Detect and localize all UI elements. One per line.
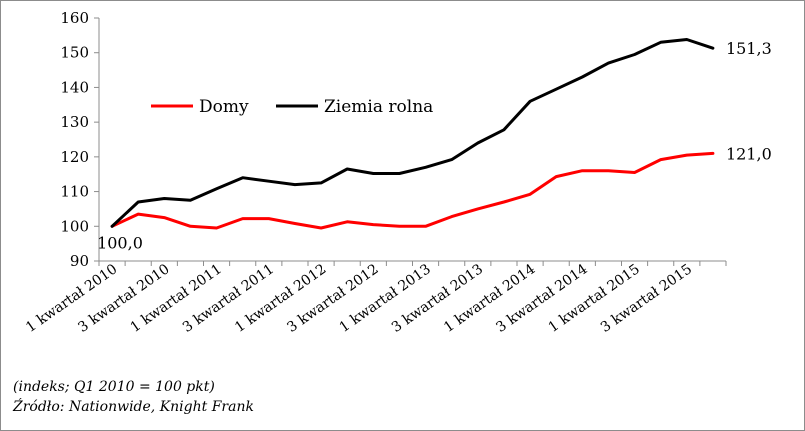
source-note: Źródło: Nationwide, Knight Frank xyxy=(13,399,254,415)
y-tick-label: 110 xyxy=(60,183,89,201)
x-tick-label: 3 kwartał 2010 xyxy=(75,261,172,336)
x-tick-label: 1 kwartał 2014 xyxy=(441,261,538,336)
x-tick-label: 1 kwartał 2010 xyxy=(23,261,120,336)
y-tick-label: 90 xyxy=(70,252,89,270)
x-tick-label: 3 kwartał 2012 xyxy=(284,261,381,336)
legend-label: Domy xyxy=(199,97,249,117)
x-tick-label: 3 kwartał 2014 xyxy=(493,261,590,336)
x-tick-label: 1 kwartał 2012 xyxy=(232,261,329,336)
x-tick-label: 3 kwartał 2015 xyxy=(598,261,695,336)
y-tick-label: 130 xyxy=(60,113,89,131)
legend-label: Ziemia rolna xyxy=(324,97,433,117)
y-tick-label: 140 xyxy=(60,78,89,96)
unit-note: (indeks; Q1 2010 = 100 pkt) xyxy=(13,379,215,395)
series-line-ziemia-rolna xyxy=(110,38,715,228)
y-tick-label: 100 xyxy=(60,217,89,235)
x-tick-label: 1 kwartał 2011 xyxy=(128,261,225,336)
series-line-domy xyxy=(110,151,715,230)
data-label: 121,0 xyxy=(726,144,772,163)
y-tick-label: 150 xyxy=(60,44,89,62)
x-tick-label: 3 kwartał 2013 xyxy=(389,261,486,336)
x-tick-label: 1 kwartał 2013 xyxy=(337,261,434,336)
y-tick-label: 160 xyxy=(60,9,89,27)
x-tick-label: 3 kwartał 2011 xyxy=(180,261,277,336)
x-tick-label: 1 kwartał 2015 xyxy=(546,261,643,336)
data-label: 100,0 xyxy=(97,233,143,252)
data-label: 151,3 xyxy=(726,39,772,58)
y-tick-label: 120 xyxy=(60,148,89,166)
